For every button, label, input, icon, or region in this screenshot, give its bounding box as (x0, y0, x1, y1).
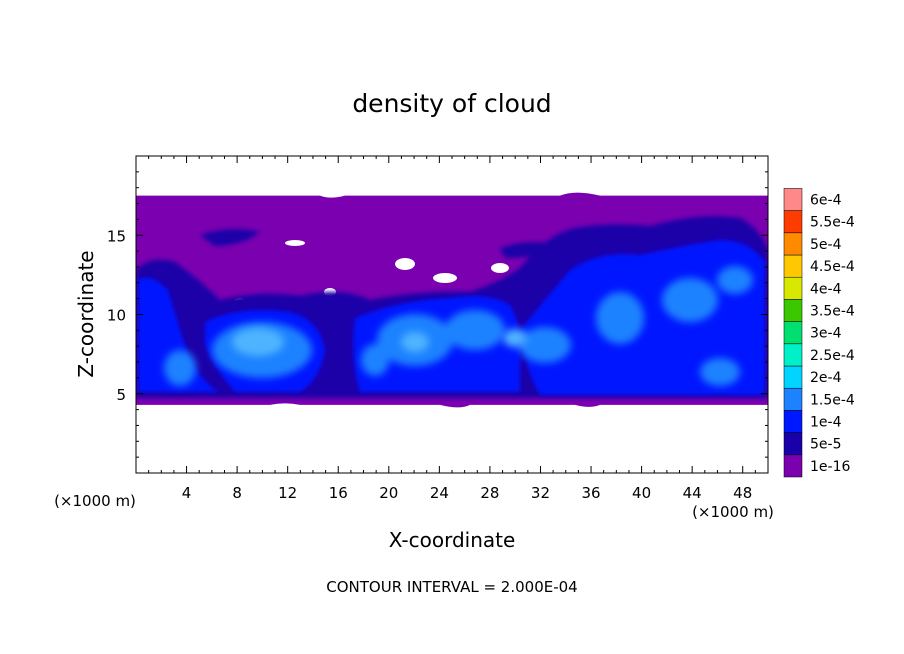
colorbar-label: 2.5e-4 (810, 348, 855, 364)
clear-gap (433, 273, 457, 283)
colorbar-label: 4e-4 (810, 281, 842, 297)
colorbar-swatch (783, 232, 803, 256)
contour-interval-note: CONTOUR INTERVAL = 2.000E-04 (326, 578, 577, 596)
colorbar-label: 6e-4 (810, 193, 842, 209)
x-unit-left: (×1000 m) (54, 492, 136, 510)
colorbar-label: 5e-4 (810, 237, 842, 253)
x-tick-label: 40 (632, 484, 651, 502)
colorbar-label: 1e-16 (810, 459, 850, 475)
x-tick-label: 44 (683, 484, 702, 502)
x-axis-label: X-coordinate (389, 528, 516, 552)
contour-1.5e-4-patch (445, 310, 505, 350)
contour-2e-4-patch (503, 329, 527, 347)
colorbar-swatch (783, 188, 803, 211)
colorbar-swatch (783, 321, 803, 345)
y-tick-label: 10 (107, 307, 126, 325)
x-tick-label: 12 (278, 484, 297, 502)
contour-2e-4 (232, 328, 527, 356)
colorbar: 1e-16 5e-5 1e-4 1.5e-4 2e-4 2.5e-4 3e-4 3.5e-4 4… (783, 188, 855, 478)
contour-2e-4-patch (232, 328, 284, 356)
colorbar-label: 5e-5 (810, 437, 841, 453)
contour-1.5e-4-patch (662, 278, 718, 322)
colorbar-swatch (783, 343, 803, 367)
colorbar-swatch (783, 254, 803, 278)
chart-title: density of cloud (352, 89, 551, 118)
colorbar-label: 3.5e-4 (810, 304, 855, 320)
colorbar-label: 1e-4 (810, 415, 842, 431)
density-field (136, 192, 768, 408)
colorbar-swatch (783, 210, 803, 234)
colorbar-swatch (783, 387, 803, 411)
contour-1.5e-4-patch (700, 358, 740, 386)
x-tick-label: 36 (581, 484, 600, 502)
colorbar-label: 2e-4 (810, 370, 842, 386)
x-tick-label: 48 (733, 484, 752, 502)
x-axis: 4 8 12 16 20 24 28 32 36 40 44 48 (148, 156, 756, 502)
contour-1.5e-4-patch (717, 266, 753, 294)
contour-1.5e-4-patch (164, 350, 196, 386)
colorbar-label: 1.5e-4 (810, 392, 855, 408)
y-axis: 5 10 15 (107, 171, 768, 458)
contour-5e-5-patch (200, 229, 260, 246)
clear-gap (285, 240, 305, 246)
contour-2e-4-patch (401, 332, 429, 352)
contour-5e-5-patch (500, 242, 560, 258)
colorbar-label: 5.5e-4 (810, 215, 855, 231)
colorbar-swatch (783, 432, 803, 456)
x-tick-label: 8 (232, 484, 242, 502)
colorbar-swatch (783, 454, 803, 478)
x-tick-label: 20 (379, 484, 398, 502)
clear-gap (491, 263, 509, 273)
x-tick-label: 16 (329, 484, 348, 502)
contour-1.5e-4-patch (361, 344, 389, 376)
contour-1e-4-patch (138, 277, 220, 392)
contour-1.5e-4-patch (519, 327, 571, 363)
x-unit-right: (×1000 m) (692, 503, 774, 521)
colorbar-label: 4.5e-4 (810, 259, 855, 275)
x-tick-label: 32 (531, 484, 550, 502)
contour-1.5e-4-patch (596, 292, 644, 344)
y-tick-label: 5 (116, 386, 126, 404)
y-axis-label: Z-coordinate (74, 250, 98, 377)
x-tick-label: 4 (182, 484, 192, 502)
x-tick-label: 28 (480, 484, 499, 502)
y-tick-label: 15 (107, 227, 126, 245)
colorbar-swatch (783, 276, 803, 300)
colorbar-label: 3e-4 (810, 326, 842, 342)
clear-gap (395, 258, 415, 270)
x-tick-label: 24 (430, 484, 449, 502)
colorbar-swatch (783, 365, 803, 389)
colorbar-swatch (783, 299, 803, 322)
colorbar-swatch (783, 410, 803, 433)
